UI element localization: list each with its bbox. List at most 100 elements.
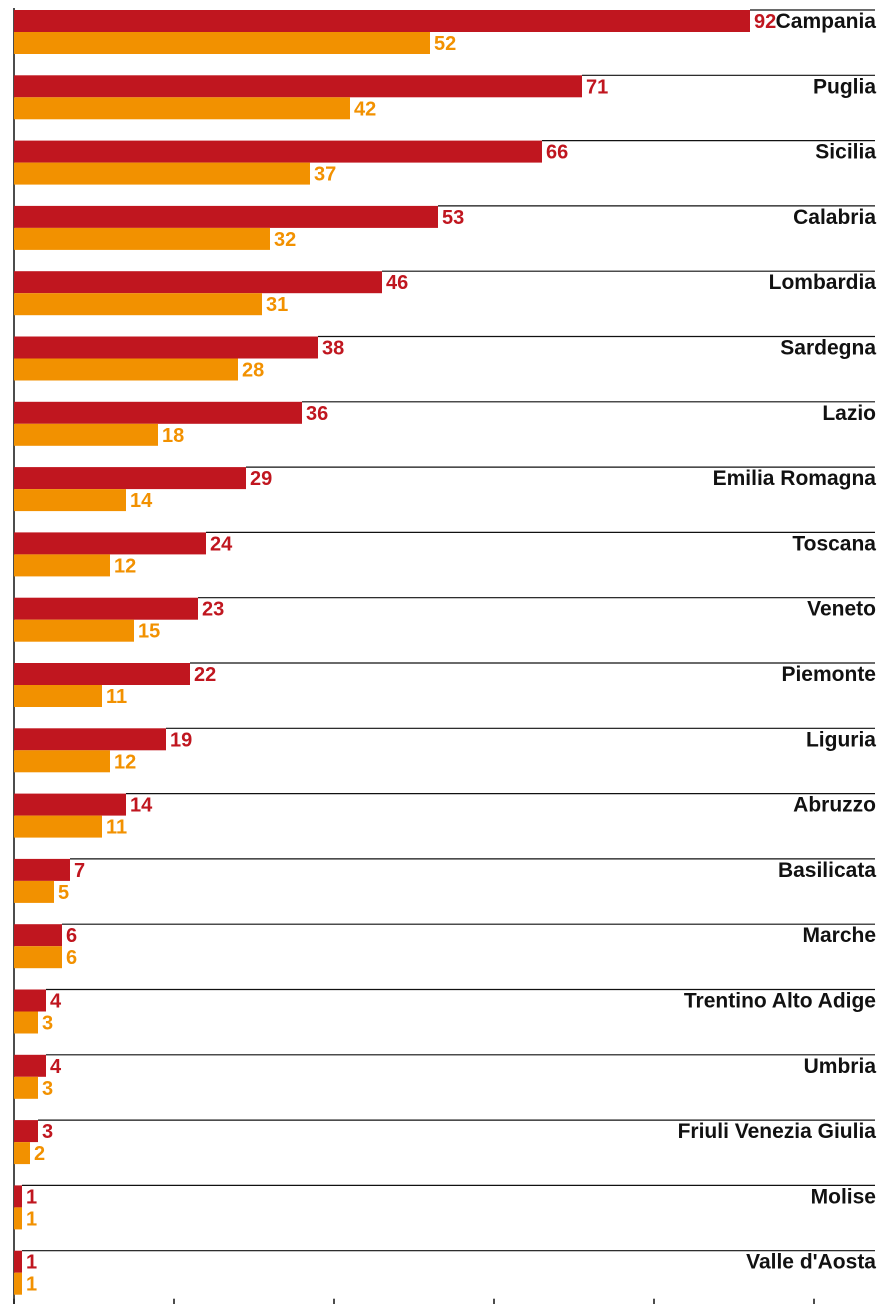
value-label-series-2: 5 (58, 882, 69, 904)
bar-series-1 (14, 401, 302, 424)
value-label-series-2: 12 (114, 555, 136, 577)
category-label: Lazio (822, 402, 876, 425)
value-label-series-1: 92 (754, 11, 776, 33)
value-label-series-2: 15 (138, 621, 160, 643)
value-label-series-1: 4 (50, 1056, 62, 1078)
category-label: Valle d'Aosta (746, 1251, 876, 1274)
bar-series-2 (14, 685, 102, 707)
value-label-series-1: 36 (306, 403, 328, 425)
value-label-series-2: 3 (42, 1013, 53, 1035)
value-label-series-2: 3 (42, 1078, 53, 1100)
value-label-series-1: 23 (202, 599, 224, 621)
value-label-series-1: 46 (386, 272, 408, 294)
bar-series-2 (14, 358, 238, 381)
category-label: Abruzzo (793, 794, 876, 817)
bar-series-2 (14, 619, 134, 642)
value-label-series-2: 32 (274, 229, 296, 251)
bar-series-1 (14, 1120, 38, 1143)
bar-series-2 (14, 32, 430, 54)
value-label-series-1: 71 (586, 76, 608, 98)
bar-series-2 (14, 227, 270, 250)
bar-series-2 (14, 946, 62, 969)
value-label-series-1: 24 (210, 533, 233, 555)
bar-series-2 (14, 293, 262, 316)
category-label: Sardegna (780, 337, 876, 360)
value-label-series-1: 29 (250, 468, 272, 490)
category-label: Umbria (804, 1055, 877, 1078)
category-label: Toscana (792, 532, 876, 555)
value-label-series-1: 66 (546, 142, 568, 164)
bar-series-1 (14, 793, 126, 816)
value-label-series-2: 37 (314, 164, 336, 186)
value-label-series-2: 52 (434, 33, 456, 55)
value-label-series-2: 28 (242, 360, 264, 382)
bar-series-2 (14, 1207, 22, 1230)
bar-series-1 (14, 1054, 46, 1077)
category-label: Piemonte (781, 663, 876, 686)
bar-series-1 (14, 467, 246, 490)
bar-series-1 (14, 10, 750, 32)
category-label: Trentino Alto Adige (684, 990, 876, 1013)
bar-series-1 (14, 728, 166, 751)
category-label: Basilicata (778, 859, 876, 882)
category-label: Molise (811, 1185, 876, 1208)
bar-series-2 (14, 1011, 38, 1034)
value-label-series-1: 14 (130, 795, 153, 817)
value-label-series-2: 42 (354, 98, 376, 120)
category-label: Emilia Romagna (713, 467, 877, 490)
value-label-series-1: 4 (50, 991, 62, 1013)
bar-series-1 (14, 989, 46, 1012)
value-label-series-2: 11 (106, 686, 127, 708)
bar-series-2 (14, 1272, 22, 1295)
bar-series-1 (14, 663, 190, 685)
value-label-series-2: 2 (34, 1143, 45, 1165)
category-label: Campania (776, 10, 877, 33)
bar-series-2 (14, 1142, 30, 1165)
bar-series-2 (14, 162, 310, 185)
bar-series-1 (14, 140, 542, 163)
bar-series-1 (14, 75, 582, 98)
category-label: Calabria (793, 206, 876, 229)
value-label-series-2: 12 (114, 751, 136, 773)
bar-series-2 (14, 423, 158, 446)
value-label-series-2: 6 (66, 947, 77, 969)
bar-series-2 (14, 97, 350, 120)
value-label-series-1: 3 (42, 1121, 53, 1143)
value-label-series-1: 53 (442, 207, 464, 229)
category-label: Liguria (806, 728, 876, 751)
bar-series-2 (14, 750, 110, 773)
value-label-series-1: 1 (26, 1186, 37, 1208)
bar-series-1 (14, 1250, 22, 1273)
value-label-series-2: 1 (26, 1208, 37, 1230)
value-label-series-2: 31 (266, 294, 288, 316)
value-label-series-1: 22 (194, 664, 216, 686)
bar-series-1 (14, 1185, 22, 1208)
bar-series-2 (14, 880, 54, 903)
bar-series-1 (14, 336, 318, 359)
value-label-series-1: 7 (74, 860, 85, 882)
category-label: Marche (802, 924, 876, 947)
value-label-series-1: 38 (322, 338, 344, 360)
value-label-series-2: 18 (162, 425, 184, 447)
bar-series-1 (14, 532, 206, 555)
value-label-series-1: 19 (170, 729, 192, 751)
bar-series-2 (14, 554, 110, 577)
bar-series-2 (14, 489, 126, 512)
category-label: Sicilia (815, 141, 876, 164)
bar-series-1 (14, 858, 70, 881)
bar-series-1 (14, 924, 62, 947)
value-label-series-2: 11 (106, 817, 127, 839)
value-label-series-2: 1 (26, 1274, 37, 1296)
bar-series-2 (14, 1076, 38, 1099)
category-label: Friuli Venezia Giulia (678, 1120, 877, 1143)
category-label: Lombardia (769, 271, 877, 294)
bar-series-1 (14, 597, 198, 620)
bar-series-2 (14, 815, 102, 838)
category-label: Veneto (807, 598, 876, 621)
bar-series-1 (14, 205, 438, 228)
category-label: Puglia (813, 75, 876, 98)
value-label-series-2: 14 (130, 490, 153, 512)
bar-series-1 (14, 271, 382, 294)
value-label-series-1: 6 (66, 925, 77, 947)
